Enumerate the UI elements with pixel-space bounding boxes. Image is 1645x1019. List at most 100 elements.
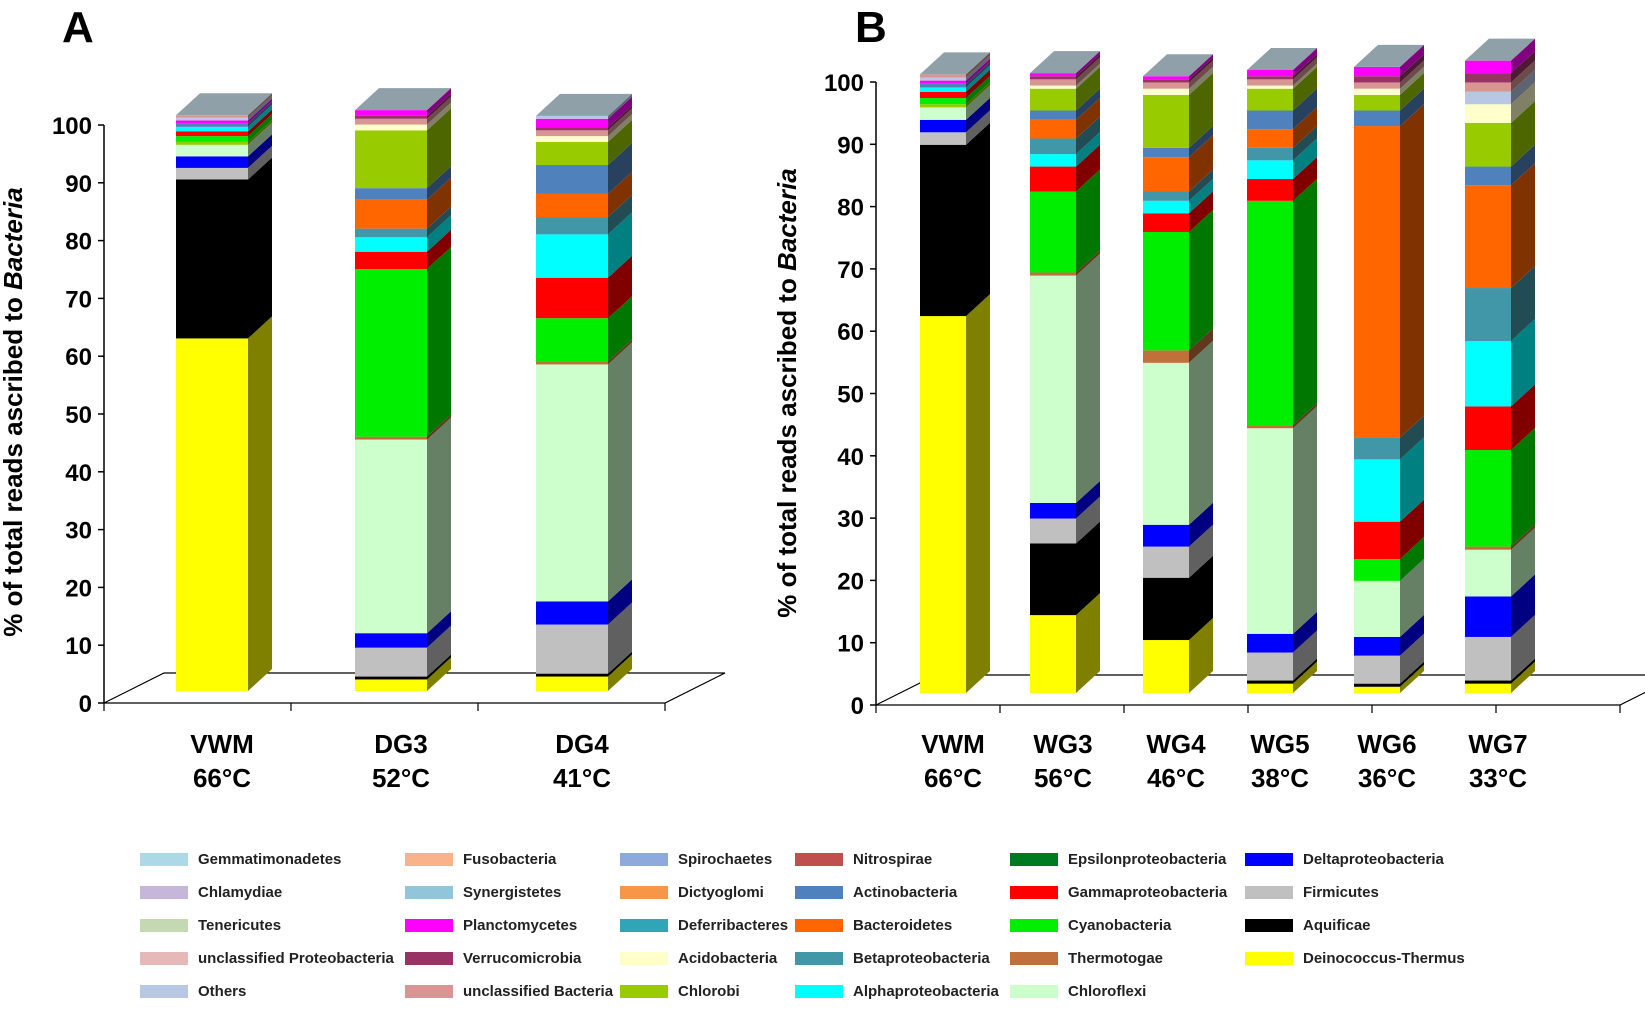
bar-segment-side bbox=[966, 61, 990, 88]
bar-segment bbox=[1247, 428, 1293, 634]
bar-segment-side bbox=[427, 215, 451, 252]
bar-segment bbox=[1143, 200, 1189, 214]
bar-segment-side bbox=[1189, 340, 1213, 525]
bar-segment bbox=[1030, 79, 1076, 86]
legend-swatch bbox=[140, 853, 188, 866]
bar-top-face bbox=[176, 93, 272, 116]
legend-swatch bbox=[405, 886, 453, 899]
bar-segment bbox=[1247, 79, 1293, 86]
bar-segment bbox=[355, 676, 427, 680]
bar-segment-side bbox=[1511, 100, 1535, 167]
bar-segment bbox=[1465, 450, 1511, 547]
bar-segment bbox=[536, 673, 608, 677]
bar-segment-side bbox=[1511, 266, 1535, 342]
bar-segment-side bbox=[1076, 116, 1100, 155]
bar-segment-side bbox=[1400, 104, 1424, 438]
bar-segment-side bbox=[1400, 614, 1424, 656]
legend-item: Deinococcus-Thermus bbox=[1245, 950, 1465, 967]
bar-segment-side bbox=[608, 114, 632, 142]
legend-label: Nitrospirae bbox=[853, 851, 933, 868]
bar-segment bbox=[1354, 66, 1400, 77]
legend-label: Firmicutes bbox=[1303, 884, 1379, 901]
legend-item: Synergistetes bbox=[405, 884, 561, 901]
bar-segment-side bbox=[1400, 499, 1424, 560]
bar-segment bbox=[536, 136, 608, 142]
bar-segment-side bbox=[608, 171, 632, 218]
bar-segment bbox=[176, 156, 248, 168]
bar-segment-side bbox=[1400, 60, 1424, 89]
legend-swatch bbox=[405, 985, 453, 998]
bar-segment-side bbox=[608, 579, 632, 625]
bar-segment bbox=[1465, 406, 1511, 451]
bar-segment-side bbox=[427, 93, 451, 119]
bar-segment-side bbox=[427, 177, 451, 229]
bar-segment bbox=[1354, 521, 1400, 560]
bar-segment-side bbox=[1189, 125, 1213, 158]
bar-segment bbox=[176, 144, 248, 157]
bar-segment-side bbox=[608, 654, 632, 691]
bar-segment-side bbox=[1189, 169, 1213, 201]
legend-label: Alphaproteobacteria bbox=[853, 983, 999, 1000]
bar-segment bbox=[1247, 88, 1293, 111]
bar-segment-side bbox=[608, 296, 632, 362]
legend-item: Gammaproteobacteria bbox=[1010, 884, 1227, 901]
bar-segment-side bbox=[1189, 66, 1213, 95]
legend-item: Dictyoglomi bbox=[620, 884, 764, 901]
y-tick-label: 90 bbox=[65, 171, 92, 198]
bar-segment bbox=[1143, 546, 1189, 578]
bar-segment bbox=[1030, 110, 1076, 120]
bar-segment-side bbox=[966, 122, 990, 317]
legend-swatch bbox=[140, 886, 188, 899]
bar-stack-wg4 bbox=[1143, 54, 1213, 693]
bar-segment bbox=[355, 269, 427, 437]
bar-segment-side bbox=[1511, 658, 1535, 684]
legend-item: Bacteroidetes bbox=[795, 917, 952, 934]
panel-label: A bbox=[62, 3, 94, 52]
legend-label: Acidobacteria bbox=[678, 950, 778, 967]
bar-segment-side bbox=[1189, 191, 1213, 232]
bar-segment-side bbox=[1293, 88, 1317, 130]
bar-segment-side bbox=[608, 602, 632, 674]
y-tick-label: 50 bbox=[65, 402, 92, 429]
legend-swatch bbox=[795, 886, 843, 899]
legend-swatch bbox=[140, 985, 188, 998]
bar-segment bbox=[1143, 82, 1189, 89]
y-tick-label: 90 bbox=[837, 132, 864, 159]
x-category-label: VWM bbox=[921, 729, 985, 759]
bar-segment bbox=[176, 117, 248, 121]
legend-label: Synergistetes bbox=[463, 884, 562, 901]
bar-segment bbox=[176, 120, 248, 124]
bar-segment-side bbox=[1400, 66, 1424, 95]
bar-segment-side bbox=[966, 52, 990, 78]
y-tick-label: 10 bbox=[837, 631, 864, 658]
bar-segment bbox=[1247, 147, 1293, 161]
bar-stack-vwm bbox=[176, 93, 272, 691]
bar-segment bbox=[1354, 94, 1400, 111]
bar-segment bbox=[176, 123, 248, 127]
bar-segment-side bbox=[1400, 661, 1424, 687]
bar-top-face bbox=[1247, 48, 1317, 70]
bar-segment-side bbox=[1400, 54, 1424, 83]
bar-segment bbox=[1247, 652, 1293, 681]
bar-segment bbox=[1030, 85, 1076, 89]
bar-segment-side bbox=[1189, 524, 1213, 578]
bar-segment-side bbox=[1189, 328, 1213, 363]
x-category-label: WG5 bbox=[1250, 729, 1309, 759]
legend-item: Others bbox=[140, 983, 246, 1000]
y-tick-label: 60 bbox=[65, 344, 92, 371]
legend-swatch bbox=[620, 985, 668, 998]
bar-segment bbox=[1354, 683, 1400, 687]
legend-swatch bbox=[1010, 886, 1058, 899]
x-category-temp: 46°C bbox=[1147, 763, 1205, 793]
bar-segment-side bbox=[248, 134, 272, 168]
bar-segment bbox=[355, 118, 427, 125]
bar-top-face bbox=[1143, 54, 1213, 77]
y-tick-label: 40 bbox=[65, 460, 92, 487]
bar-segment-side bbox=[248, 157, 272, 339]
bar-segment bbox=[1354, 76, 1400, 83]
bar-segment bbox=[1247, 76, 1293, 80]
bar-segment-side bbox=[1511, 428, 1535, 547]
legend-swatch bbox=[795, 853, 843, 866]
bar-top-face bbox=[1030, 51, 1100, 74]
bar-segment bbox=[1465, 91, 1511, 105]
